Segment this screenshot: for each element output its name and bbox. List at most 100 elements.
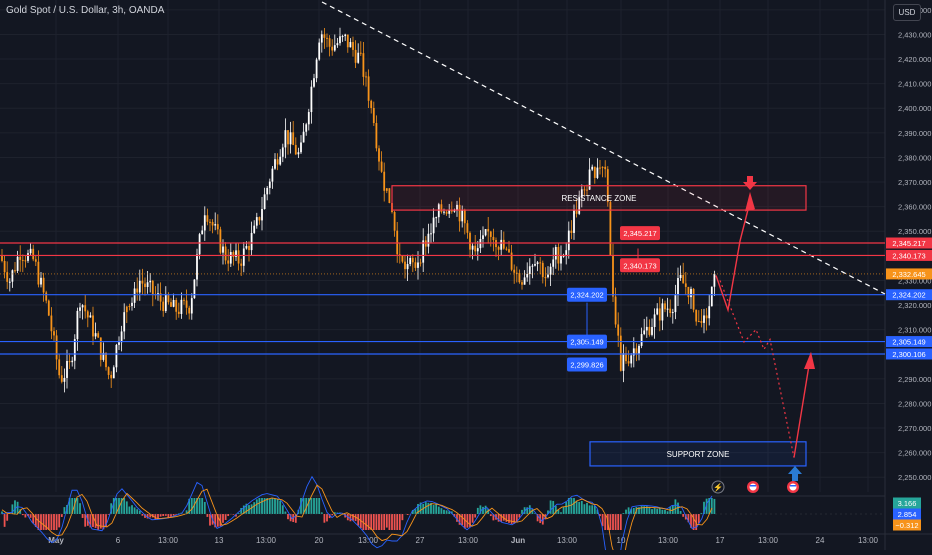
macd-bar: [615, 514, 617, 530]
x-tick-label: 10: [617, 536, 626, 545]
candle-body: [313, 78, 315, 86]
y-tick-label: 2,370.000: [898, 178, 931, 187]
candle-body: [373, 108, 375, 123]
macd-bar: [129, 507, 131, 514]
candle-body: [53, 331, 55, 335]
candle-body: [246, 246, 248, 248]
macd-bar: [326, 514, 328, 521]
candle-body: [248, 246, 250, 250]
macd-bar: [617, 514, 619, 530]
macd-bar: [222, 514, 224, 523]
candle-body: [201, 230, 203, 234]
candle-body: [134, 289, 136, 303]
candle-body: [84, 305, 86, 311]
macd-bar: [274, 498, 276, 514]
current-price-label: 2,332.645: [892, 270, 925, 279]
candle-body: [168, 294, 170, 302]
candle-body: [498, 247, 500, 250]
level-price-label: 2,300.106: [892, 350, 925, 359]
candle-body: [516, 273, 518, 274]
candle-body: [407, 264, 409, 269]
candle-body: [45, 292, 47, 300]
macd-bar: [477, 508, 479, 514]
candle-body: [404, 262, 406, 269]
candle-body: [467, 223, 469, 233]
macd-bar: [160, 514, 162, 517]
macd-bar: [84, 514, 86, 527]
macd-bar: [97, 514, 99, 530]
candle-body: [77, 311, 79, 339]
candle-body: [74, 339, 76, 361]
macd-bar: [584, 504, 586, 514]
candle-body: [443, 212, 445, 213]
macd-bar: [136, 509, 138, 514]
macd-bar: [56, 514, 58, 530]
macd-bar: [6, 514, 8, 521]
macd-bar: [620, 514, 622, 530]
candle-body: [12, 270, 14, 281]
candle-body: [100, 338, 102, 360]
candle-body: [630, 355, 632, 363]
macd-bar: [482, 507, 484, 514]
macd-bar: [677, 503, 679, 514]
macd-bar: [682, 514, 684, 517]
candle-body: [92, 315, 94, 336]
x-tick-label: 13: [215, 536, 224, 545]
candle-body: [534, 264, 536, 266]
candle-body: [142, 281, 144, 284]
macd-bar: [311, 498, 313, 514]
candle-body: [69, 361, 71, 362]
candle-body: [227, 260, 229, 263]
macd-bar: [576, 501, 578, 514]
candle-body: [503, 240, 505, 249]
currency-button[interactable]: USD: [893, 4, 921, 21]
y-tick-label: 2,260.000: [898, 449, 931, 458]
candle-body: [474, 246, 476, 252]
candle-body: [680, 275, 682, 278]
macd-bar: [207, 514, 209, 517]
macd-bar: [313, 498, 315, 514]
candle-body: [402, 255, 404, 261]
macd-bar: [591, 505, 593, 514]
us-flag-stripe: [790, 485, 796, 487]
candle-body: [212, 222, 214, 226]
candle-body: [173, 300, 175, 307]
candle-body: [433, 218, 435, 234]
y-tick-label: 2,310.000: [898, 326, 931, 335]
candle-body: [30, 249, 32, 253]
y-tick-label: 2,320.000: [898, 301, 931, 310]
candle-body: [394, 212, 396, 231]
macd-bar: [472, 514, 474, 523]
candle-body: [612, 256, 614, 297]
macd-bar: [30, 514, 32, 518]
candle-body: [701, 321, 703, 323]
macd-bar: [324, 514, 326, 523]
candle-body: [620, 336, 622, 371]
candle-body: [230, 252, 232, 264]
macd-bar: [565, 502, 567, 514]
candle-body: [711, 287, 713, 307]
macd-bar: [376, 514, 378, 530]
candle-body: [350, 42, 352, 47]
candle-body: [617, 324, 619, 335]
macd-bar: [365, 514, 367, 530]
macd-bar: [464, 514, 466, 529]
candle-body: [690, 289, 692, 297]
candle-body: [669, 309, 671, 313]
macd-bar: [589, 505, 591, 514]
candle-body: [90, 315, 92, 317]
candle-body: [217, 224, 219, 229]
candle-body: [597, 168, 599, 178]
candle-body: [339, 36, 341, 43]
candle-body: [261, 209, 263, 220]
candle-body: [487, 229, 489, 231]
macd-bar: [123, 498, 125, 514]
candle-body: [363, 53, 365, 77]
macd-bar: [14, 500, 16, 514]
candle-body: [225, 247, 227, 261]
x-tick-label: Jun: [511, 536, 525, 545]
macd-bar: [370, 514, 372, 530]
x-tick-label: May: [48, 536, 64, 545]
